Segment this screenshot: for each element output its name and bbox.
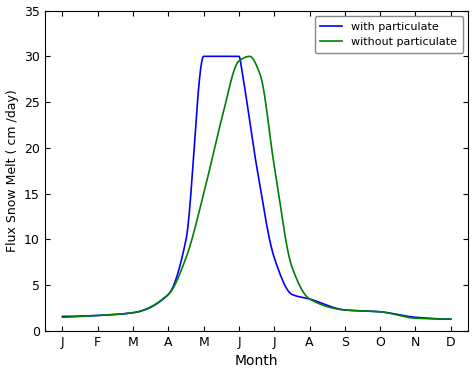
without particulate	[437, 317, 442, 321]
Line: with particulate: with particulate	[63, 56, 451, 319]
without particulate	[246, 54, 252, 59]
without particulate	[80, 314, 85, 319]
X-axis label: Month: Month	[235, 355, 278, 368]
without particulate	[437, 317, 443, 321]
without particulate	[365, 309, 371, 313]
Line: without particulate: without particulate	[63, 56, 451, 319]
Legend: with particulate, without particulate: with particulate, without particulate	[315, 16, 463, 53]
with particulate	[238, 64, 244, 68]
without particulate	[238, 57, 244, 62]
with particulate	[365, 309, 371, 313]
with particulate	[437, 317, 443, 321]
with particulate	[249, 131, 255, 135]
without particulate	[249, 55, 255, 59]
without particulate	[60, 315, 65, 319]
Y-axis label: Flux Snow Melt ( cm /day): Flux Snow Melt ( cm /day)	[6, 89, 18, 252]
with particulate	[60, 314, 65, 319]
with particulate	[80, 314, 85, 318]
without particulate	[448, 317, 454, 321]
with particulate	[448, 317, 454, 321]
with particulate	[201, 54, 207, 59]
with particulate	[437, 317, 442, 321]
